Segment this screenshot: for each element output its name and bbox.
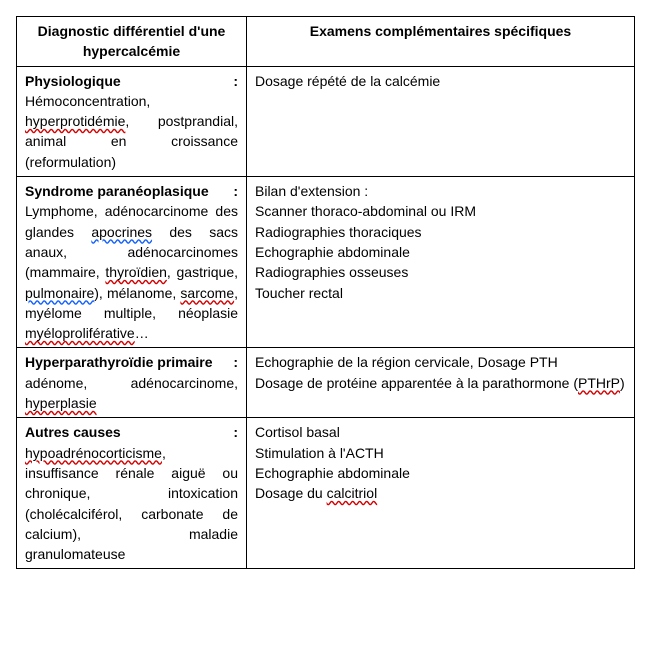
diag-title-line: Hyperparathyroïdie primaire: xyxy=(25,352,238,372)
exam-cell: Dosage répété de la calcémie xyxy=(247,66,635,176)
table-row: Hyperparathyroïdie primaire:adénome, adé… xyxy=(17,348,635,418)
diag-body: hypoadrénocorticisme, insuffisance rénal… xyxy=(25,443,238,565)
header-right: Examens complémentaires spécifiques xyxy=(247,17,635,67)
exam-cell: Echographie de la région cervicale, Dosa… xyxy=(247,348,635,418)
diag-colon: : xyxy=(233,71,238,91)
diag-body: Hémoconcentration, hyperprotidémie, post… xyxy=(25,91,238,172)
diagnostic-table: Diagnostic différentiel d'une hypercalcé… xyxy=(16,16,635,569)
diag-colon: : xyxy=(233,352,238,372)
exam-cell: Bilan d'extension :Scanner thoraco-abdom… xyxy=(247,177,635,348)
diag-title-line: Autres causes: xyxy=(25,422,238,442)
diag-cell: Physiologique:Hémoconcentration, hyperpr… xyxy=(17,66,247,176)
table-row: Autres causes:hypoadrénocorticisme, insu… xyxy=(17,418,635,569)
diag-cell: Autres causes:hypoadrénocorticisme, insu… xyxy=(17,418,247,569)
header-row: Diagnostic différentiel d'une hypercalcé… xyxy=(17,17,635,67)
exam-cell: Cortisol basalStimulation à l'ACTHEchogr… xyxy=(247,418,635,569)
diag-title-line: Syndrome paranéoplasique: xyxy=(25,181,238,201)
diag-cell: Syndrome paranéoplasique:Lymphome, adéno… xyxy=(17,177,247,348)
diag-colon: : xyxy=(233,181,238,201)
header-left: Diagnostic différentiel d'une hypercalcé… xyxy=(17,17,247,67)
diag-body: adénome, adénocarcinome, hyperplasie xyxy=(25,373,238,414)
diag-title: Hyperparathyroïdie primaire xyxy=(25,352,213,372)
diag-cell: Hyperparathyroïdie primaire:adénome, adé… xyxy=(17,348,247,418)
table-row: Physiologique:Hémoconcentration, hyperpr… xyxy=(17,66,635,176)
table-body: Physiologique:Hémoconcentration, hyperpr… xyxy=(17,66,635,569)
diag-title: Syndrome paranéoplasique xyxy=(25,181,209,201)
diag-title: Autres causes xyxy=(25,422,121,442)
diag-body: Lymphome, adénocarcinome des glandes apo… xyxy=(25,201,238,343)
diag-title: Physiologique xyxy=(25,71,121,91)
table-row: Syndrome paranéoplasique:Lymphome, adéno… xyxy=(17,177,635,348)
diag-title-line: Physiologique: xyxy=(25,71,238,91)
diag-colon: : xyxy=(233,422,238,442)
